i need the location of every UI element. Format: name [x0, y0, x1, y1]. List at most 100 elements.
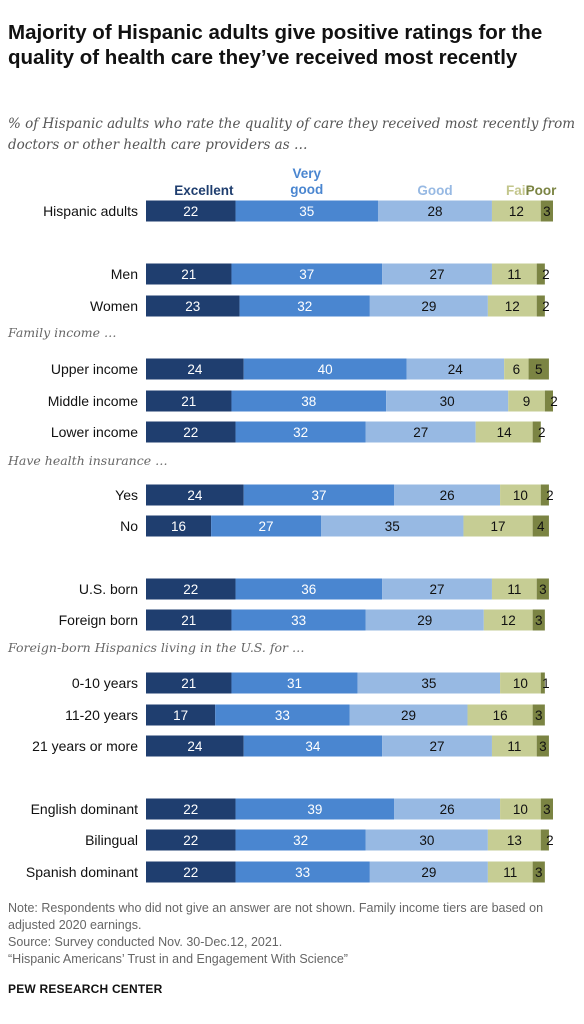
bar-segment — [215, 704, 350, 726]
row-label: Bilingual — [85, 832, 138, 848]
bar-segment — [243, 735, 383, 757]
bar-segment — [357, 672, 501, 694]
data-label: 21 — [181, 613, 196, 628]
bar-segment — [382, 578, 492, 600]
bar-segment — [532, 421, 541, 443]
data-label: 2 — [546, 488, 554, 503]
data-label: 29 — [421, 299, 436, 314]
data-label: 27 — [259, 519, 274, 534]
data-label: 37 — [311, 488, 326, 503]
bar-segment — [243, 358, 407, 380]
bar-segment — [146, 421, 236, 443]
row-label: Hispanic adults — [43, 203, 138, 219]
bar-segment — [491, 263, 537, 285]
chart-title: Majority of Hispanic adults give positiv… — [8, 21, 543, 69]
data-label: 21 — [181, 267, 196, 282]
data-label: 23 — [185, 299, 200, 314]
bar-segment — [487, 295, 537, 317]
bar-segment — [243, 484, 395, 506]
data-label: 28 — [427, 204, 442, 219]
bar-segment — [394, 484, 501, 506]
bar-segment — [146, 609, 232, 631]
data-label: 9 — [523, 394, 531, 409]
data-label: 33 — [275, 708, 290, 723]
bar-segment — [536, 735, 549, 757]
bar-segment — [508, 390, 545, 412]
data-label: 27 — [429, 267, 444, 282]
bar-segment — [369, 295, 488, 317]
bar-segment — [536, 263, 545, 285]
bar-segment — [146, 295, 240, 317]
bar-segment — [475, 421, 533, 443]
data-label: 38 — [301, 394, 316, 409]
bar-segment — [146, 200, 236, 222]
data-label: 2 — [542, 267, 550, 282]
brand-logo-text: PEW RESEARCH CENTER — [8, 982, 163, 996]
bar-segment — [239, 295, 370, 317]
data-label: 32 — [297, 299, 312, 314]
data-label: 11 — [507, 582, 521, 597]
bar-segment — [235, 829, 366, 851]
bar-segment — [491, 578, 537, 600]
data-label: 17 — [173, 708, 188, 723]
data-label: 29 — [401, 708, 416, 723]
bar-segment — [528, 358, 549, 380]
legend-label: Poor — [526, 183, 557, 198]
bar-segment — [146, 484, 244, 506]
bar-segment — [369, 861, 488, 883]
data-label: 3 — [535, 613, 543, 628]
bar-segment — [146, 829, 236, 851]
bar-segment — [487, 829, 541, 851]
data-label: 17 — [491, 519, 506, 534]
bar-segment — [146, 704, 216, 726]
row-label: Women — [90, 298, 138, 314]
data-label: 39 — [307, 802, 322, 817]
data-label: 27 — [429, 739, 444, 754]
bar-segment — [349, 704, 468, 726]
bar-segment — [386, 390, 509, 412]
data-label: 29 — [417, 613, 432, 628]
bar-segment — [544, 390, 553, 412]
data-label: 35 — [299, 204, 314, 219]
data-label: 21 — [181, 394, 196, 409]
group-label: Have health insurance … — [7, 453, 168, 468]
data-label: 35 — [421, 676, 436, 691]
bar-segment — [235, 798, 395, 820]
bar-segment — [211, 515, 322, 537]
data-label: 12 — [509, 204, 524, 219]
bar-segment — [504, 358, 529, 380]
data-label: 10 — [513, 488, 528, 503]
bar-segment — [146, 672, 232, 694]
data-label: 27 — [413, 425, 428, 440]
data-label: 22 — [183, 865, 198, 880]
data-label: 36 — [301, 582, 316, 597]
data-label: 6 — [513, 362, 521, 377]
data-label: 40 — [318, 362, 333, 377]
data-label: 3 — [539, 582, 547, 597]
chart-subtitle: % of Hispanic adults who rate the qualit… — [8, 116, 576, 153]
data-label: 22 — [183, 582, 198, 597]
bar-segment — [365, 609, 484, 631]
bar-segment — [146, 861, 236, 883]
data-label: 10 — [513, 676, 528, 691]
data-label: 11 — [507, 267, 521, 282]
row-label: Upper income — [51, 361, 138, 377]
footer: Note: Respondents who did not give an an… — [8, 900, 576, 968]
footer-note: Note: Respondents who did not give an an… — [8, 901, 544, 932]
row-label: 11-20 years — [65, 707, 138, 723]
data-label: 24 — [187, 488, 203, 503]
bar-segment — [540, 484, 549, 506]
row-label: Men — [111, 266, 138, 282]
bar-segment — [146, 390, 232, 412]
bar-segment — [146, 735, 244, 757]
data-label: 33 — [291, 613, 306, 628]
bar-segment — [146, 358, 244, 380]
bar-segment — [231, 672, 358, 694]
bar-segment — [540, 798, 553, 820]
data-label: 1 — [542, 676, 550, 691]
data-label: 3 — [539, 739, 547, 754]
bar-segment — [467, 704, 533, 726]
data-label: 5 — [535, 362, 543, 377]
bar-segment — [491, 200, 541, 222]
bar-segment — [532, 515, 549, 537]
